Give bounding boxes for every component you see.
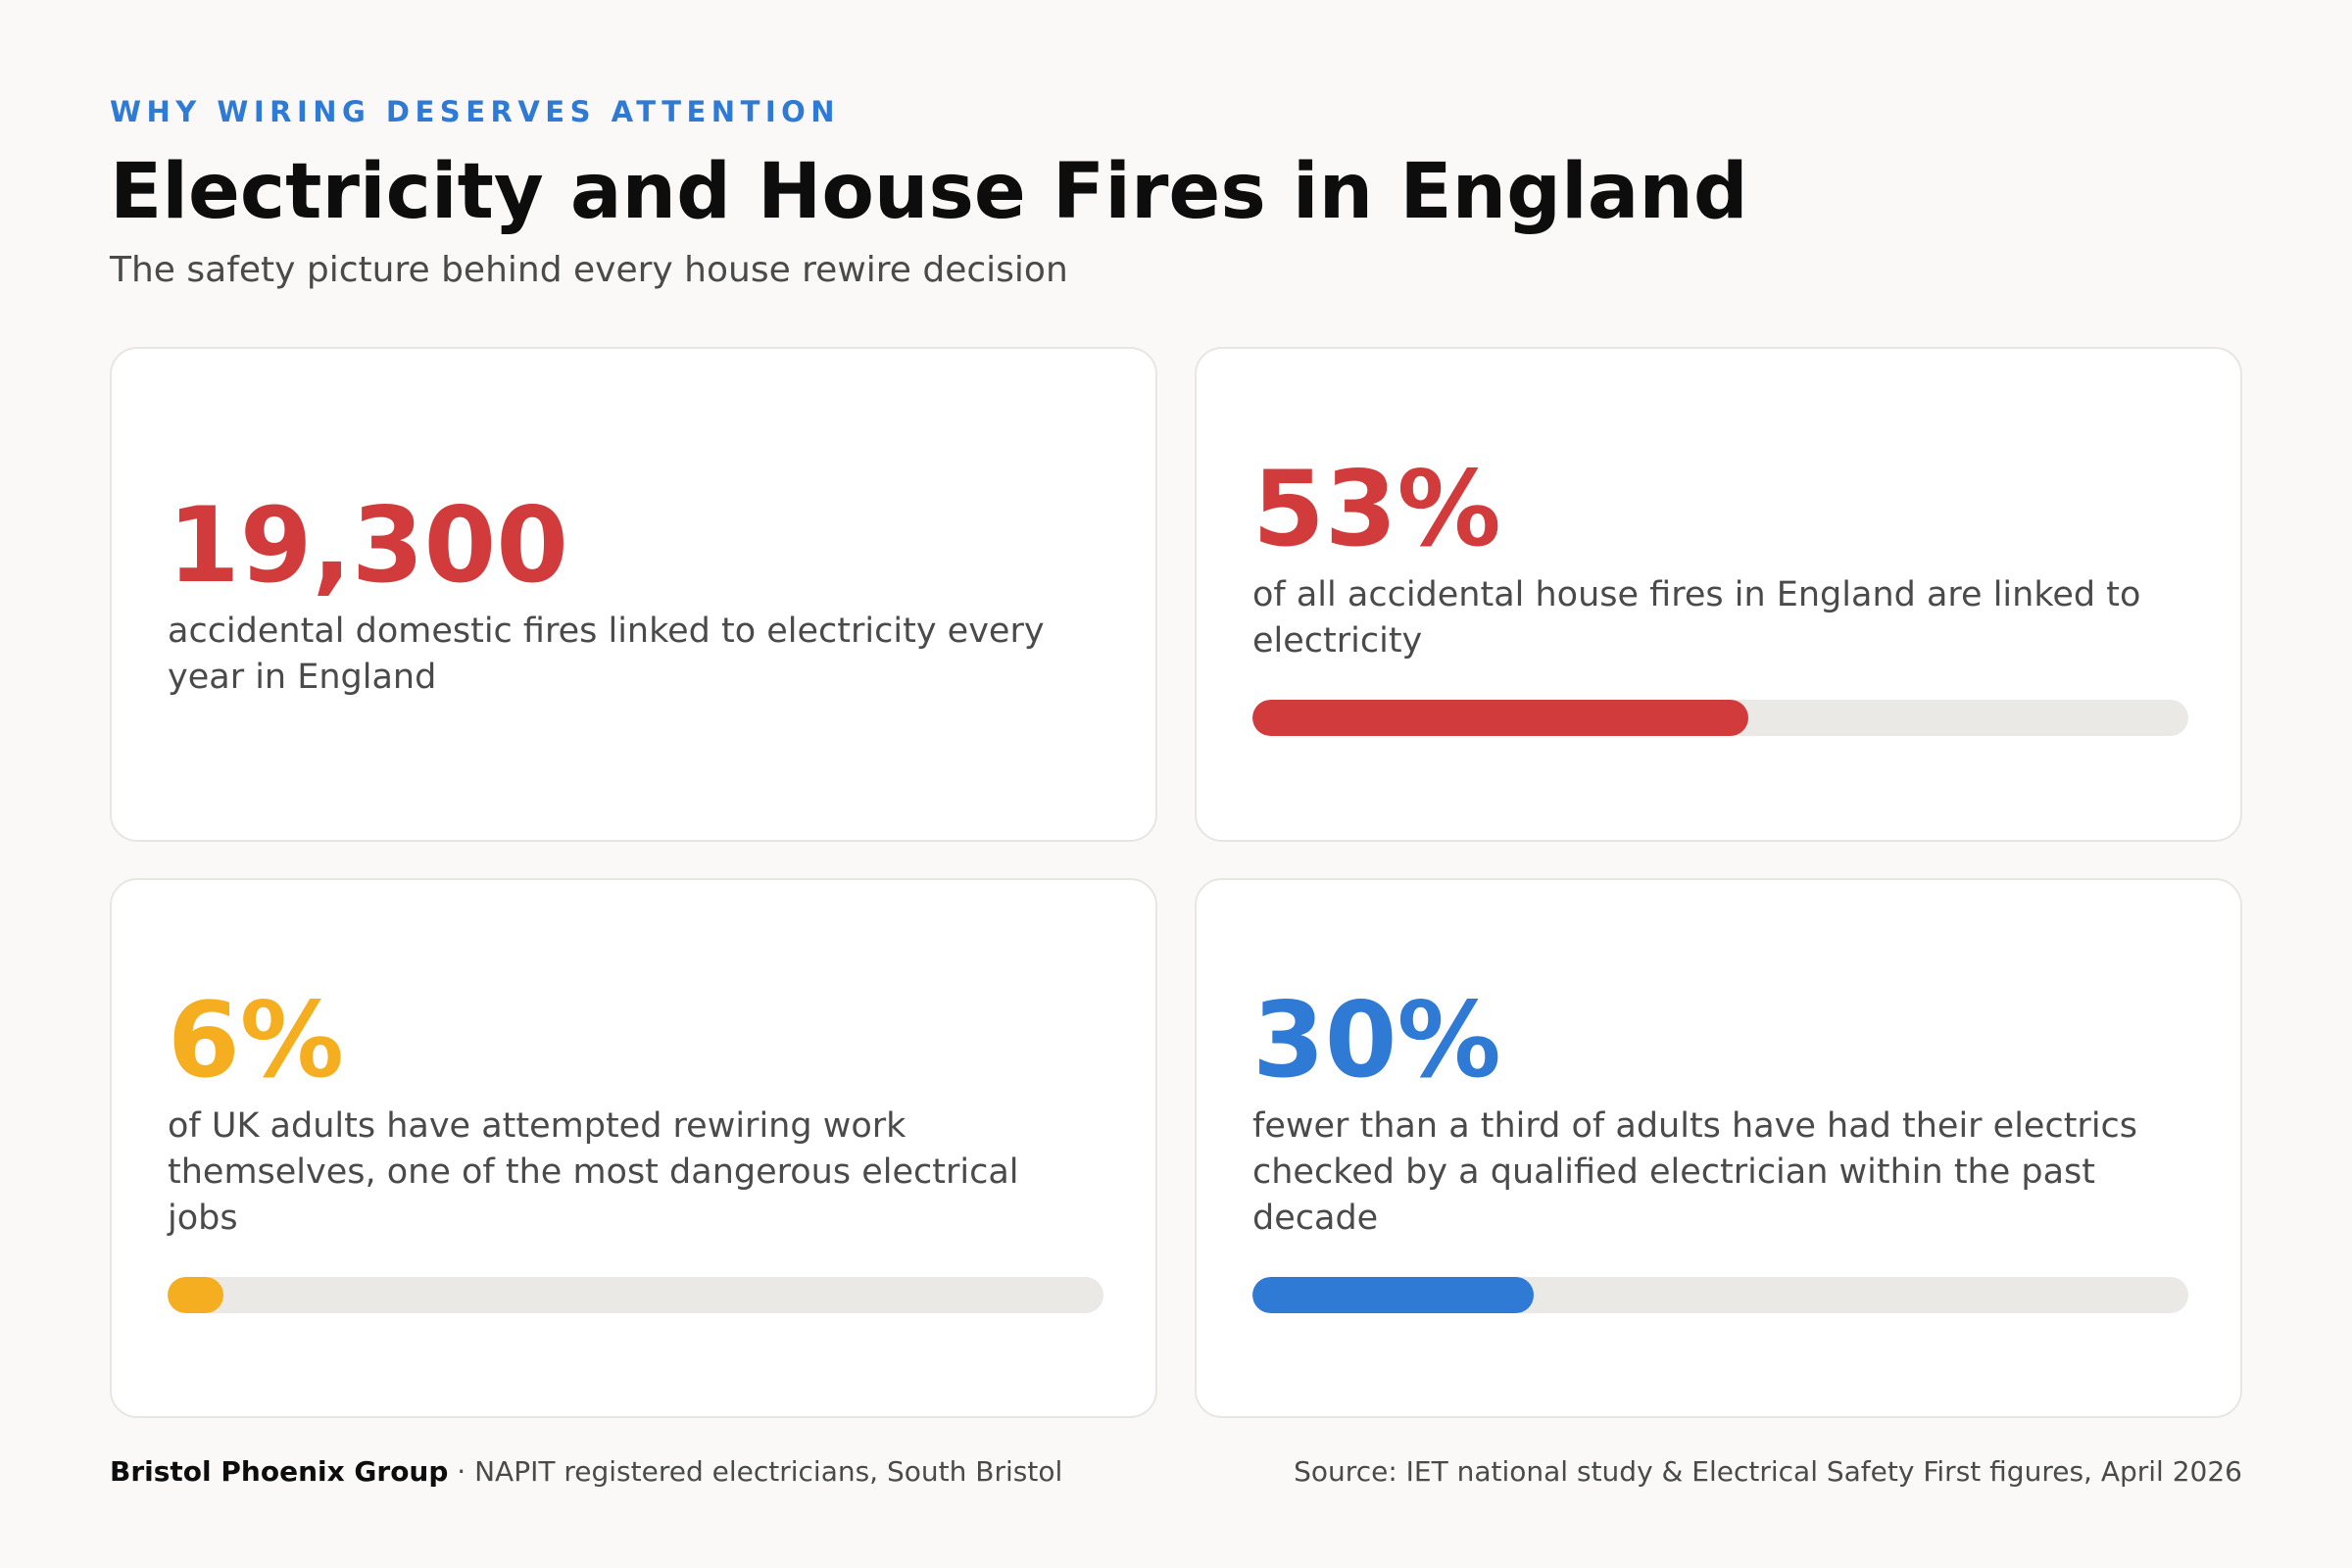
progress-track [1252,1276,2188,1313]
footer-brand: Bristol Phoenix Group [110,1455,449,1488]
stat-description: accidental domestic fires linked to elec… [168,611,1045,697]
footer-source: Source: IET national study & Electrical … [1294,1455,2242,1488]
progress-track [168,1276,1103,1313]
stat-value: 6% [168,979,344,1101]
stat-card-electrical-fires: 19,300 accidental domestic fires linked … [110,347,1157,842]
progress-fill [168,1276,224,1313]
stat-description: fewer than a third of adults have had th… [1252,1105,2138,1238]
stat-card-electrics-checked: 30% fewer than a third of adults have ha… [1195,878,2242,1418]
stat-description: of all accidental house fires in England… [1252,575,2141,661]
stat-description: of UK adults have attempted rewiring wor… [168,1105,1019,1238]
page-subtitle: The safety picture behind every house re… [110,250,1068,290]
eyebrow-label: WHY WIRING DESERVES ATTENTION [110,95,841,128]
stat-card-fire-share: 53% of all accidental house fires in Eng… [1195,347,2242,842]
footer-credit: Bristol Phoenix Group · NAPIT registered… [110,1454,1062,1490]
footer-separator: · [448,1455,475,1488]
stat-value: 30% [1252,979,1501,1101]
progress-track [1252,700,2188,736]
progress-fill [1252,1276,1534,1313]
stat-card-diy-rewiring: 6% of UK adults have attempted rewiring … [110,878,1157,1418]
page-title: Electricity and House Fires in England [110,148,1748,236]
footer-tagline: NAPIT registered electricians, South Bri… [474,1455,1063,1488]
stat-value: 53% [1252,449,1501,569]
progress-fill [1252,700,1749,736]
stat-value: 19,300 [168,484,569,606]
